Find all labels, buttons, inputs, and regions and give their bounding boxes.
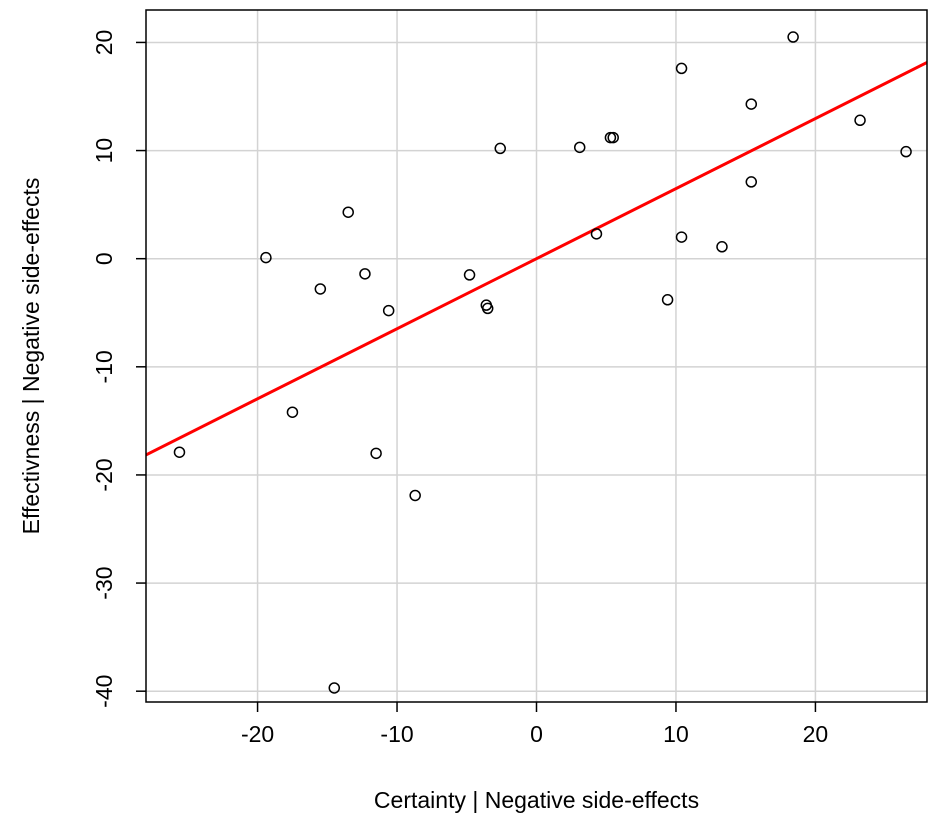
- y-tick-label: -20: [91, 458, 117, 491]
- data-point: [463, 269, 476, 281]
- data-point: [173, 446, 186, 458]
- data-point: [675, 231, 688, 243]
- y-tick-label: 20: [91, 30, 117, 56]
- data-point: [675, 62, 688, 75]
- x-tick-label: 20: [803, 721, 829, 747]
- data-point: [900, 145, 912, 158]
- data-point: [382, 304, 395, 317]
- y-tick-label: -40: [91, 675, 117, 708]
- data-point: [573, 141, 586, 154]
- data-point: [328, 682, 341, 694]
- data-point: [314, 283, 327, 295]
- data-point: [409, 489, 421, 502]
- y-axis-title: Effectivness | Negative side-effects: [18, 178, 44, 535]
- data-point: [342, 206, 354, 218]
- data-point: [481, 302, 494, 315]
- data-point: [745, 98, 758, 110]
- x-axis: -20 -10 0 10 20: [241, 702, 828, 747]
- x-axis-title: Certainty | Negative side-effects: [374, 787, 699, 813]
- data-point: [745, 176, 758, 188]
- fit-line-layer: [146, 61, 927, 457]
- y-tick-label: -30: [91, 566, 117, 599]
- grid: [146, 10, 927, 702]
- data-point: [854, 114, 866, 127]
- data-point: [370, 447, 382, 460]
- data-points: [173, 31, 912, 694]
- y-tick-label: 10: [91, 138, 117, 164]
- x-tick-label: 0: [530, 721, 543, 747]
- x-tick-label: -20: [241, 721, 274, 747]
- data-point: [661, 294, 674, 306]
- y-tick-label: -10: [91, 350, 117, 383]
- x-tick-label: 10: [663, 721, 689, 747]
- y-tick-label: 0: [91, 252, 117, 265]
- data-point: [590, 228, 603, 240]
- data-point: [787, 31, 799, 43]
- data-point: [359, 268, 371, 280]
- data-point: [286, 406, 299, 418]
- x-tick-label: -10: [380, 721, 413, 747]
- data-point: [260, 251, 272, 264]
- data-point: [716, 241, 728, 253]
- regression-line: [146, 61, 927, 457]
- data-point: [494, 142, 506, 155]
- y-axis: -40 -30 -20 -10 0 10 20: [91, 30, 146, 708]
- data-point: [607, 131, 619, 144]
